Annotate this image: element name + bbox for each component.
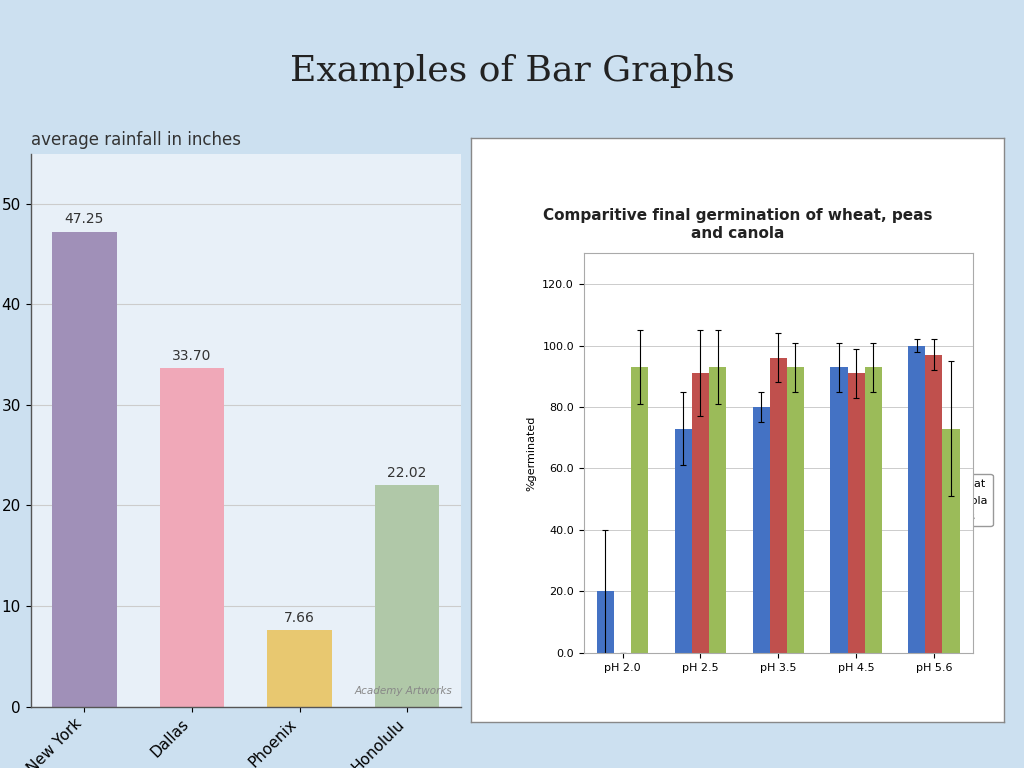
Bar <box>52 231 117 707</box>
Y-axis label: %germinated: %germinated <box>526 415 537 491</box>
Bar <box>692 373 709 653</box>
Bar <box>864 367 882 653</box>
Bar <box>709 367 726 653</box>
Legend: Wheat, Canola, Peas: Wheat, Canola, Peas <box>923 474 992 526</box>
Text: Examples of Bar Graphs: Examples of Bar Graphs <box>290 54 734 88</box>
Text: Comparitive final germination of wheat, peas
and canola: Comparitive final germination of wheat, … <box>543 208 932 240</box>
Text: 22.02: 22.02 <box>387 466 427 480</box>
Text: 47.25: 47.25 <box>65 213 104 227</box>
Bar <box>375 485 439 707</box>
Bar <box>908 346 926 653</box>
Text: Academy Artworks: Academy Artworks <box>354 686 453 696</box>
Bar <box>267 630 332 707</box>
Bar <box>675 429 692 653</box>
Bar <box>770 358 786 653</box>
Bar <box>942 429 959 653</box>
Text: average rainfall in inches: average rainfall in inches <box>31 131 241 149</box>
Bar <box>597 591 614 653</box>
Text: 33.70: 33.70 <box>172 349 212 362</box>
Bar <box>786 367 804 653</box>
Bar <box>631 367 648 653</box>
Bar <box>830 367 848 653</box>
Bar <box>160 368 224 707</box>
Text: 7.66: 7.66 <box>284 611 315 624</box>
Bar <box>753 407 770 653</box>
Bar <box>926 355 942 653</box>
Bar <box>848 373 864 653</box>
